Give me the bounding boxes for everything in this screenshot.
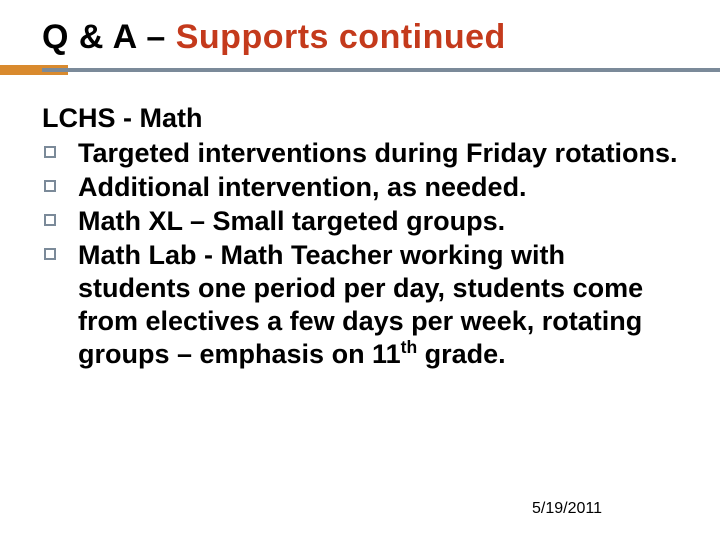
bullet-square-icon — [44, 146, 56, 158]
superscript-th: th — [401, 337, 418, 357]
list-item-text: Math Lab - Math Teacher working with stu… — [78, 240, 643, 369]
list-item-tail: grade. — [417, 339, 506, 369]
subheading: LCHS - Math — [42, 103, 678, 134]
list-item: Math XL – Small targeted groups. — [42, 205, 678, 238]
title-rule — [42, 65, 678, 75]
bullet-square-icon — [44, 180, 56, 192]
bullet-square-icon — [44, 248, 56, 260]
list-item-text: Math XL – Small targeted groups. — [78, 206, 505, 236]
list-item: Additional intervention, as needed. — [42, 171, 678, 204]
slide: Q & A – Supports continued LCHS - Math T… — [0, 0, 720, 540]
content-block: LCHS - Math Targeted interventions durin… — [42, 103, 678, 371]
list-item-text: Additional intervention, as needed. — [78, 172, 527, 202]
list-item-text: Targeted interventions during Friday rot… — [78, 138, 678, 168]
title-plain: Q & A – — [42, 18, 176, 56]
list-item: Targeted interventions during Friday rot… — [42, 137, 678, 170]
bullet-square-icon — [44, 214, 56, 226]
title-accent: Supports continued — [176, 18, 506, 56]
slide-title: Q & A – Supports continued — [42, 18, 678, 57]
list-item: Math Lab - Math Teacher working with stu… — [42, 239, 678, 371]
rule-line — [42, 68, 720, 72]
footer-date: 5/19/2011 — [532, 500, 602, 518]
bullet-list: Targeted interventions during Friday rot… — [42, 137, 678, 371]
